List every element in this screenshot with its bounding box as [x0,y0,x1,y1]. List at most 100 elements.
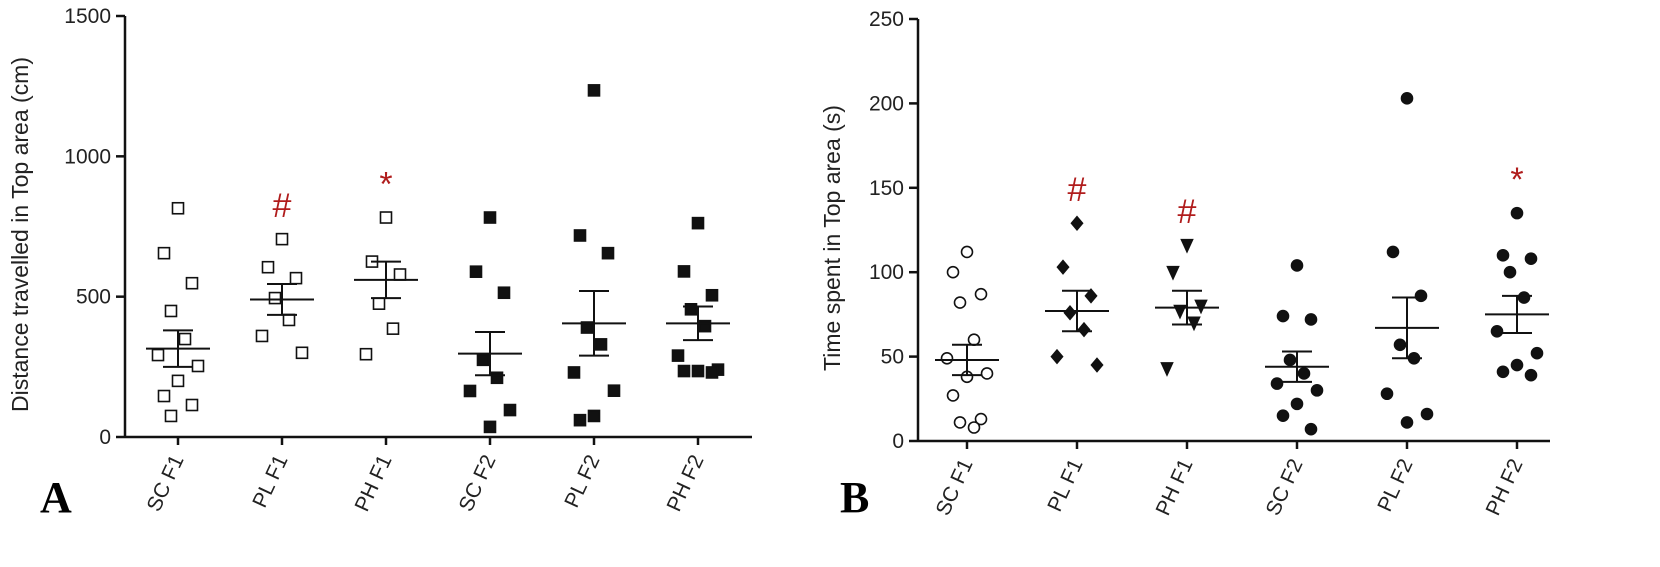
data-point [1090,357,1104,373]
data-point [1283,353,1297,367]
y-tick-label: 0 [892,430,904,453]
data-point [359,347,373,361]
data-point [587,409,601,423]
data-point [594,338,608,351]
data-point [1414,289,1428,303]
data-point [1290,259,1304,272]
error-bar [163,329,193,368]
data-point [164,409,178,423]
y-tick-label: 100 [869,261,904,284]
error-bar [952,343,982,377]
data-point [974,412,988,426]
data-point [587,84,601,97]
data-point [483,211,497,224]
data-point [967,421,981,434]
data-point [940,351,954,365]
y-tick-label: 500 [76,286,111,309]
data-point [698,319,712,333]
data-point [289,271,303,285]
panel-label: B [840,473,869,522]
y-tick-label: 250 [869,8,904,31]
data-point [1304,422,1318,436]
data-point [261,260,275,274]
error-bar [371,260,401,300]
data-point [386,322,400,335]
data-point [393,268,407,281]
error-bar [1062,289,1092,333]
data-point [469,265,483,278]
data-point [1070,215,1084,231]
data-point [1524,252,1538,265]
x-tick-label: PH F1 [351,451,397,515]
error-bar [579,290,609,357]
x-tick-label: PL F1 [248,451,292,511]
data-point [946,265,960,279]
data-point [255,329,269,343]
data-point [1084,288,1098,304]
data-point [497,286,511,300]
data-point [705,366,719,379]
y-axis-label: Distance travelled in Top area (cm) [7,57,33,412]
data-point [1276,309,1290,323]
y-tick-label: 1000 [64,145,111,168]
data-point [567,366,581,379]
data-point [684,302,698,316]
data-point [164,304,178,318]
data-point [282,313,296,327]
data-point [1304,313,1318,326]
data-point [178,332,192,346]
data-point [1420,407,1434,421]
data-point [185,398,199,412]
data-point [1380,387,1394,401]
data-point [503,403,517,417]
x-tick-label: PH F2 [1482,455,1528,519]
data-point [980,367,994,380]
data-point [691,364,705,378]
data-point [1496,249,1510,262]
data-point [1400,416,1414,429]
data-point [1180,238,1194,254]
data-point [157,389,171,403]
data-point [490,371,504,385]
data-point [1056,259,1070,275]
data-point [974,287,988,301]
x-tick-label: SC F2 [1262,455,1308,519]
data-point [476,353,490,367]
error-bar [1172,289,1202,326]
y-axis-label: Time spent in Top area (s) [819,105,845,371]
error-bar [475,331,505,377]
data-point [573,229,587,242]
data-point [463,384,477,398]
data-point [1297,367,1311,380]
data-point [1160,362,1174,377]
data-point [677,364,691,378]
error-bar [1502,294,1532,334]
panel-label: A [40,473,72,522]
data-point [171,201,185,215]
data-point [1310,384,1324,397]
data-point [295,346,309,360]
data-point [1077,321,1091,338]
data-point [171,374,185,388]
significance-marker: * [379,166,392,204]
data-point [1503,265,1517,279]
y-tick-label: 200 [869,92,904,115]
data-point [268,291,282,305]
data-point [1166,265,1180,281]
x-tick-label: SC F2 [455,451,501,515]
data-point [1050,348,1064,365]
data-point [1510,358,1524,372]
y-tick-label: 50 [881,346,904,369]
data-point [379,211,393,224]
y-tick-label: 0 [99,426,111,449]
data-point [1490,324,1504,338]
data-point [607,384,621,397]
data-point [191,359,205,373]
data-point [1496,365,1510,379]
y-tick-label: 1500 [64,5,111,28]
significance-marker: # [1178,193,1197,231]
x-tick-label: PL F2 [560,451,604,511]
data-point [705,288,719,302]
data-point [953,416,967,429]
